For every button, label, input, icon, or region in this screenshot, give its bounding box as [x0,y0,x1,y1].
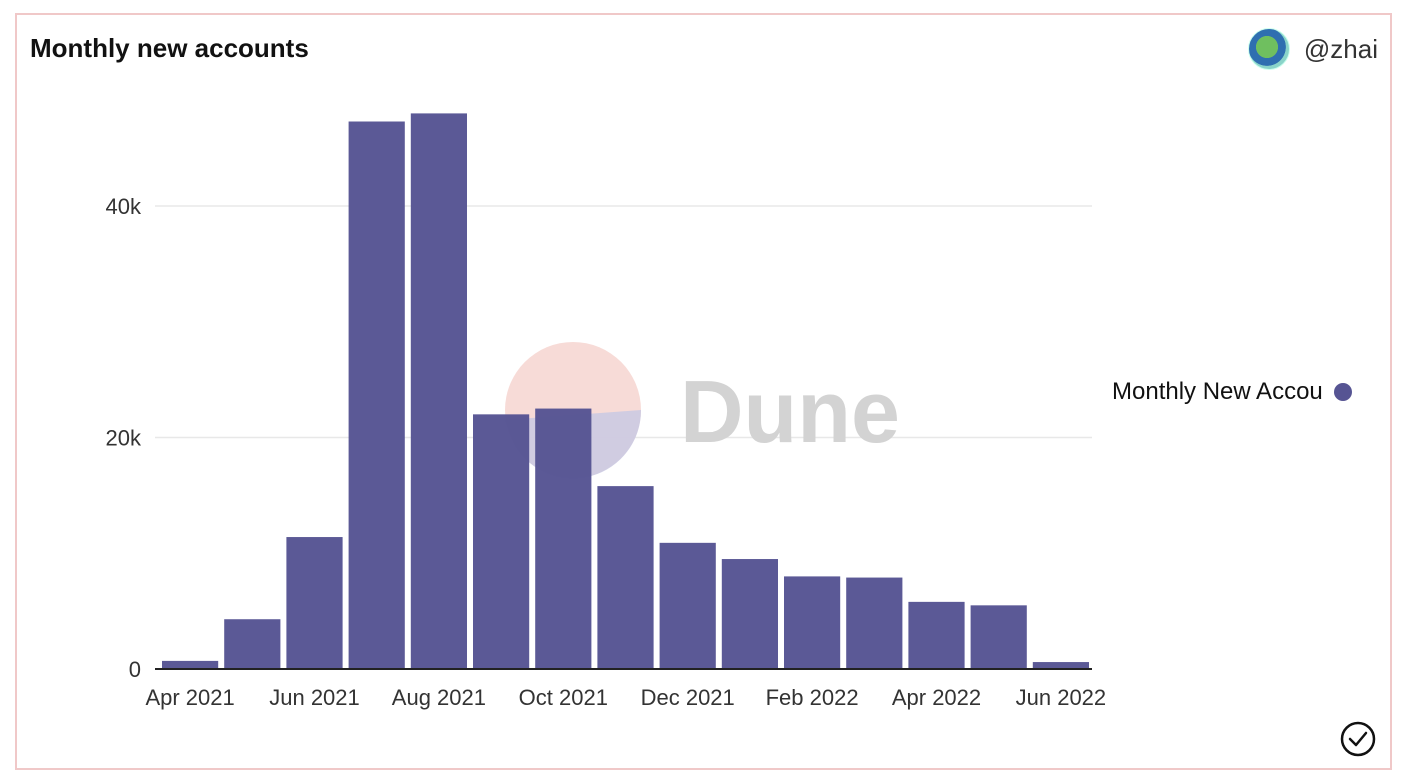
x-axis-ticks: Apr 2021 Jun 2021 Aug 2021 Oct 2021 Dec 2021… [145,685,1106,710]
bar-oct-2021[interactable] [535,408,592,669]
x-tick-label: Apr 2022 [892,685,981,710]
x-tick-label: Jun 2022 [1016,685,1107,710]
y-axis-ticks: 0 20k 40k [106,194,142,682]
x-tick-label: Apr 2021 [145,685,234,710]
x-tick-label: Jun 2021 [269,685,360,710]
check-circle-icon[interactable] [1340,721,1376,757]
bar-sep-2021[interactable] [473,414,530,669]
bar-may-2022[interactable] [970,605,1027,669]
bar-jan-2022[interactable] [721,559,778,669]
bar-jun-2022[interactable] [1032,662,1089,669]
x-tick-label: Oct 2021 [519,685,608,710]
avatar[interactable] [1247,28,1290,70]
author-badge[interactable]: @zhai [1247,28,1378,70]
bar-aug-2021[interactable] [410,113,467,669]
bar-apr-2022[interactable] [908,601,965,669]
y-tick-label: 0 [129,657,141,682]
bar-nov-2021[interactable] [597,486,654,669]
legend-color-dot [1334,383,1352,401]
bar-jun-2021[interactable] [286,537,343,669]
x-tick-label: Feb 2022 [766,685,859,710]
x-tick-label: Dec 2021 [641,685,735,710]
x-tick-label: Aug 2021 [392,685,486,710]
bar-may-2021[interactable] [224,619,281,669]
author-name[interactable]: @zhai [1303,33,1378,64]
watermark-text: Dune [680,362,900,461]
bar-feb-2022[interactable] [784,576,841,669]
legend-label[interactable]: Monthly New Accounts [1112,378,1324,405]
bar-apr-2021[interactable] [162,660,219,669]
y-tick-label: 40k [106,194,142,219]
legend[interactable]: Monthly New Accounts [1112,378,1352,406]
bar-mar-2022[interactable] [846,577,903,669]
y-tick-label: 20k [106,426,142,451]
bar-dec-2021[interactable] [659,542,716,669]
bars [162,113,1089,669]
chart-title: Monthly new accounts [30,33,309,63]
bar-jul-2021[interactable] [348,121,405,669]
